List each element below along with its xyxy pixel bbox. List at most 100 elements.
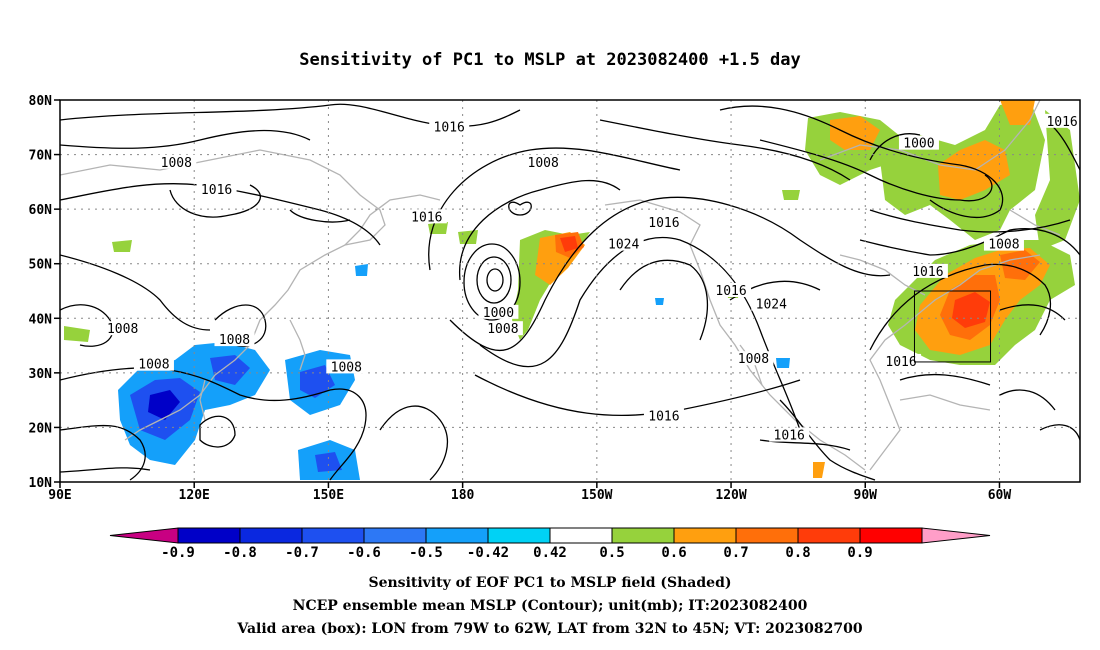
colorbar-level-label: -0.42 xyxy=(467,545,509,560)
valid-area-box xyxy=(913,290,992,363)
lat-tick-label: 50N xyxy=(29,258,53,273)
contour-label-background xyxy=(643,408,684,423)
colorbar: -0.9 -0.8 -0.7 -0.6 -0.5 -0.42 0.42 0.5 0.6 0.7 0.… xyxy=(109,527,991,560)
colorbar-swatch xyxy=(673,527,737,544)
contour-label-background xyxy=(603,236,644,251)
colorbar-level-label: -0.5 xyxy=(409,545,443,560)
contour-label: 1008 xyxy=(738,352,769,367)
colorbar-over-triangle xyxy=(921,527,991,544)
contour-label: 1008 xyxy=(528,156,559,171)
contour-label-background xyxy=(1042,113,1080,128)
contour-label-background xyxy=(406,209,447,224)
sensitivity-map: 1016 1008 1016 1008 1016 1016 1024 1016 1024 1000… xyxy=(29,94,1081,503)
contour-label-background xyxy=(523,154,564,169)
lat-tick-label: 30N xyxy=(29,367,53,382)
contour-label-background xyxy=(769,427,810,442)
contour-label: 1008 xyxy=(161,156,192,171)
lat-tick-label: 80N xyxy=(29,94,53,109)
lat-tick-label: 70N xyxy=(29,149,53,164)
colorbar-level-label: 0.5 xyxy=(599,545,624,560)
contour-label: 1008 xyxy=(107,322,138,337)
colorbar-swatch xyxy=(487,527,551,544)
contour-label-background xyxy=(196,182,237,197)
colorbar-swatch xyxy=(425,527,489,544)
contour-label-background xyxy=(643,214,684,229)
contour-label-background xyxy=(983,236,1024,251)
contour-label-background xyxy=(156,154,197,169)
map-title: Sensitivity of PC1 to MSLP at 2023082400… xyxy=(299,50,801,70)
lon-tick-label: 180 xyxy=(451,488,475,503)
lat-tick-label: 60N xyxy=(29,203,53,218)
contour-label: 1000 xyxy=(903,137,934,152)
contour-label-background xyxy=(907,263,948,278)
contour-labels: 1016 1008 1016 1008 1016 1016 1024 1016 1024 1000… xyxy=(102,113,1080,444)
lon-tick-label: 60W xyxy=(988,488,1012,503)
colorbar-level-label: 0.8 xyxy=(785,545,810,560)
contour-label: 1008 xyxy=(331,360,362,375)
contour-label-background xyxy=(326,359,367,374)
lon-tick-label: 150E xyxy=(313,488,344,503)
contour-label-background xyxy=(102,321,143,336)
positive-sensitivity-shading xyxy=(64,100,1080,478)
contour-label-background xyxy=(881,353,922,368)
lat-tick-label: 40N xyxy=(29,312,53,327)
colorbar-swatch xyxy=(301,527,365,544)
colorbar-under-triangle xyxy=(109,527,179,544)
colorbar-level-label: 0.6 xyxy=(661,545,686,560)
lon-tick-label: 120E xyxy=(179,488,210,503)
caption-line-2: NCEP ensemble mean MSLP (Contour); unit(… xyxy=(292,598,808,614)
contour-label-background xyxy=(429,119,470,134)
negative-sensitivity-shading xyxy=(118,264,790,480)
contour-label: 1000 xyxy=(483,306,514,321)
caption-line-3: Valid area (box): LON from 79W to 62W, L… xyxy=(237,621,863,637)
contour-label: 1016 xyxy=(885,355,916,370)
map-frame xyxy=(59,99,1081,483)
colorbar-swatch xyxy=(611,527,675,544)
contour-label: 1016 xyxy=(434,120,465,135)
contour-label: 1024 xyxy=(608,238,639,253)
colorbar-swatch xyxy=(239,527,303,544)
contour-label: 1008 xyxy=(487,322,518,337)
contour-label: 1016 xyxy=(201,183,232,198)
colorbar-level-label: 0.9 xyxy=(847,545,872,560)
contour-label: 1008 xyxy=(138,358,169,373)
contour-label-background xyxy=(733,351,774,366)
contour-label-background xyxy=(478,304,519,319)
contour-label: 1008 xyxy=(219,333,250,348)
colorbar-level-label: -0.6 xyxy=(347,545,381,560)
colorbar-swatch xyxy=(549,527,613,544)
contour-label-background xyxy=(133,356,174,371)
lon-tick-label: 120W xyxy=(715,488,746,503)
contour-label: 1016 xyxy=(648,410,679,425)
colorbar-swatch xyxy=(859,527,923,544)
lon-tick-label: 90W xyxy=(854,488,878,503)
contour-label-background xyxy=(214,332,255,347)
colorbar-swatch xyxy=(363,527,427,544)
colorbar-level-label: -0.8 xyxy=(223,545,257,560)
contour-label: 1024 xyxy=(756,298,787,313)
contour-label-background xyxy=(711,283,752,297)
colorbar-level-label: -0.9 xyxy=(161,545,195,560)
contour-label: 1016 xyxy=(912,265,943,280)
colorbar-swatch xyxy=(177,527,241,544)
contour-label: 1016 xyxy=(648,216,679,231)
contour-label: 1008 xyxy=(988,238,1019,253)
contour-label-background xyxy=(898,135,939,150)
contour-label: 1016 xyxy=(715,284,746,299)
caption-line-1: Sensitivity of EOF PC1 to MSLP field (Sh… xyxy=(368,575,732,591)
contour-label-background xyxy=(482,321,523,336)
contour-label: 1016 xyxy=(411,210,442,225)
colorbar-level-label: 0.42 xyxy=(533,545,567,560)
lat-tick-label: 20N xyxy=(29,421,53,436)
lon-tick-label: 150W xyxy=(581,488,612,503)
colorbar-swatch xyxy=(797,527,861,544)
lat-tick-label: 10N xyxy=(29,476,53,491)
colorbar-level-label: 0.7 xyxy=(723,545,748,560)
contour-label-background xyxy=(751,296,792,311)
colorbar-swatch xyxy=(735,527,799,544)
contour-label: 1016 xyxy=(774,429,805,444)
colorbar-level-label: -0.7 xyxy=(285,545,319,560)
contour-label: 1016 xyxy=(1046,115,1077,130)
lon-tick-label: 90E xyxy=(48,488,71,503)
